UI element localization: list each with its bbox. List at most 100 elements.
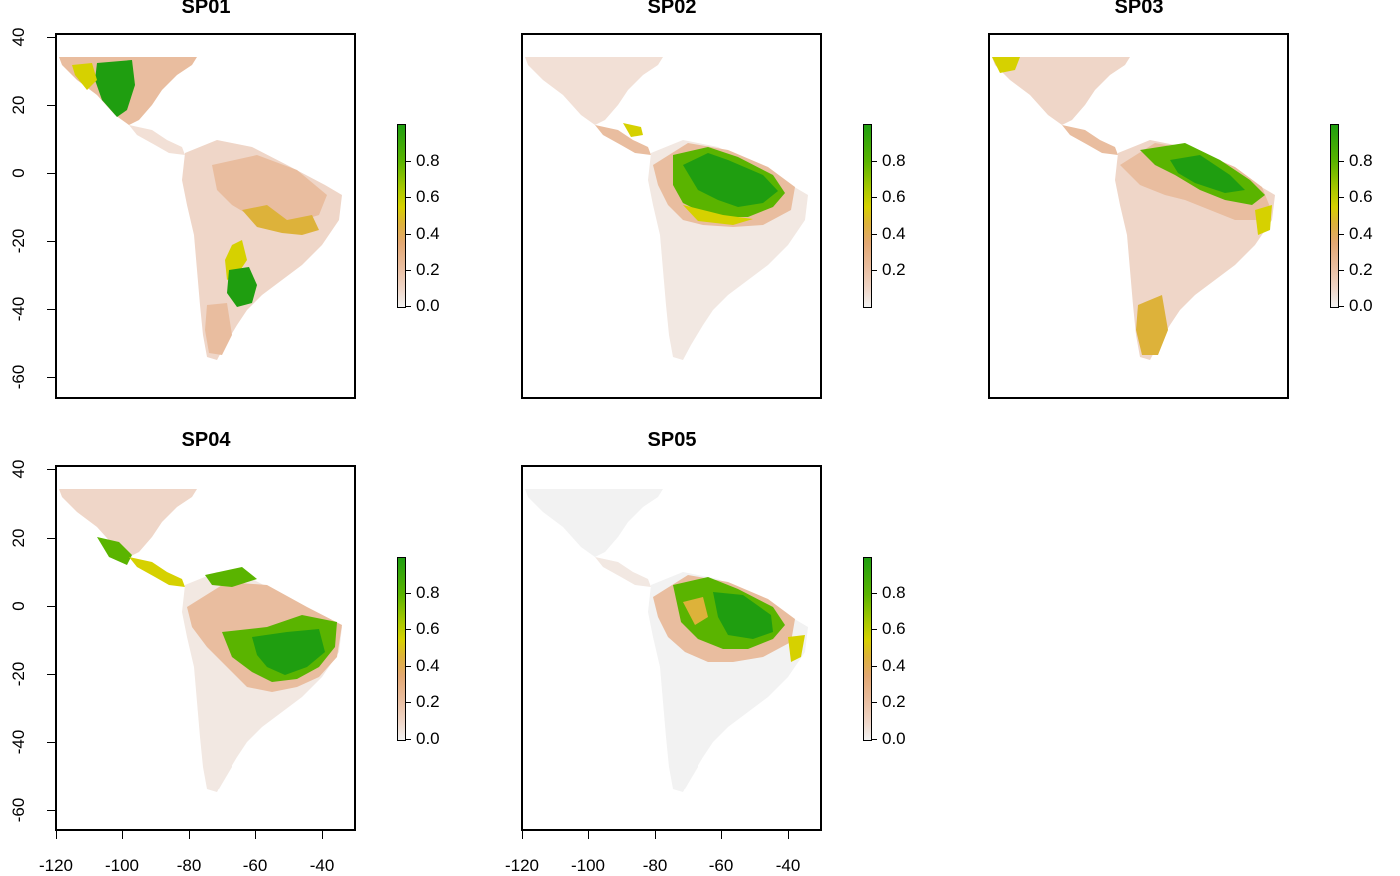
x-tick [56, 831, 57, 839]
y-label: 40 [9, 27, 28, 47]
y-label: 20 [9, 95, 28, 115]
x-label: -100 [570, 856, 606, 875]
x-label: -60 [708, 856, 734, 875]
legend-label: 0.8 [882, 583, 906, 602]
y-label: 0 [9, 601, 28, 611]
legend-tick [871, 739, 877, 740]
legend-label: 0.8 [882, 151, 906, 170]
legend-tick [405, 306, 411, 307]
species-distribution-map [525, 489, 808, 792]
legend-tick [1338, 270, 1344, 271]
y-tick [47, 674, 55, 675]
legend-label: 0.8 [1349, 151, 1373, 170]
legend-tick [1338, 161, 1344, 162]
legend-label: 0.4 [882, 224, 906, 243]
x-label: -120 [504, 856, 540, 875]
y-tick [47, 105, 55, 106]
panel-title: SP04 [181, 429, 231, 451]
y-label: 20 [9, 528, 28, 548]
x-label: -40 [775, 856, 801, 875]
legend-label: 0.8 [416, 151, 440, 170]
legend-label: 0.6 [416, 187, 440, 206]
legend-colorbar [863, 557, 872, 741]
species-distribution-map [59, 489, 342, 792]
y-label: -40 [9, 296, 28, 322]
y-tick [47, 37, 55, 38]
legend-label: 0.4 [416, 224, 440, 243]
legend-tick [1338, 234, 1344, 235]
map-frame [55, 465, 356, 831]
map-frame [988, 33, 1289, 399]
y-tick [47, 538, 55, 539]
legend-tick [871, 593, 877, 594]
legend-label: 0.2 [1349, 260, 1373, 279]
legend-label: 0.6 [1349, 187, 1373, 206]
x-tick [788, 831, 789, 839]
legend-tick [871, 629, 877, 630]
legend-tick [405, 666, 411, 667]
x-tick [322, 831, 323, 839]
legend-label: 0.6 [882, 187, 906, 206]
legend-label: 0.0 [416, 729, 440, 748]
legend-tick [871, 270, 877, 271]
x-label: -120 [38, 856, 74, 875]
legend-tick [871, 702, 877, 703]
panel-title: SP05 [647, 429, 697, 451]
x-label: -100 [104, 856, 140, 875]
legend-tick [871, 666, 877, 667]
y-label: -20 [9, 228, 28, 254]
legend-label: 0.2 [416, 260, 440, 279]
legend-colorbar [397, 124, 406, 308]
map-frame [521, 33, 822, 399]
species-distribution-map [59, 57, 342, 360]
panel-title: SP02 [647, 0, 697, 18]
legend-label: 0.0 [416, 296, 440, 315]
legend-label: 0.0 [1349, 296, 1373, 315]
legend-tick [405, 234, 411, 235]
legend-tick [871, 234, 877, 235]
y-tick [47, 606, 55, 607]
y-tick [47, 469, 55, 470]
legend-label: 0.4 [416, 656, 440, 675]
legend-label: 0.2 [882, 260, 906, 279]
x-tick [122, 831, 123, 839]
map-frame [521, 465, 822, 831]
legend-label: 0.2 [882, 692, 906, 711]
legend-colorbar [1330, 124, 1339, 308]
y-label: -20 [9, 661, 28, 687]
y-tick [47, 241, 55, 242]
legend-label: 0.4 [882, 656, 906, 675]
legend-label: 0.0 [882, 729, 906, 748]
species-distribution-map [525, 57, 808, 360]
legend-tick [405, 270, 411, 271]
legend-label: 0.6 [416, 619, 440, 638]
x-tick [189, 831, 190, 839]
legend-label: 0.4 [1349, 224, 1373, 243]
legend-tick [405, 739, 411, 740]
y-tick [47, 810, 55, 811]
y-tick [47, 173, 55, 174]
y-tick [47, 742, 55, 743]
x-tick [588, 831, 589, 839]
legend-tick [405, 593, 411, 594]
y-tick [47, 309, 55, 310]
x-tick [255, 831, 256, 839]
x-tick [522, 831, 523, 839]
y-label: -60 [9, 797, 28, 823]
legend-tick [871, 197, 877, 198]
y-label: 40 [9, 459, 28, 479]
x-label: -60 [242, 856, 268, 875]
legend-tick [405, 629, 411, 630]
legend-tick [405, 161, 411, 162]
legend-label: 0.2 [416, 692, 440, 711]
x-tick [721, 831, 722, 839]
legend-colorbar [397, 557, 406, 741]
legend-tick [405, 197, 411, 198]
map-frame [55, 33, 356, 399]
y-label: -40 [9, 729, 28, 755]
x-label: -80 [176, 856, 202, 875]
x-tick [655, 831, 656, 839]
y-tick [47, 377, 55, 378]
legend-tick [871, 161, 877, 162]
y-label: -60 [9, 364, 28, 390]
